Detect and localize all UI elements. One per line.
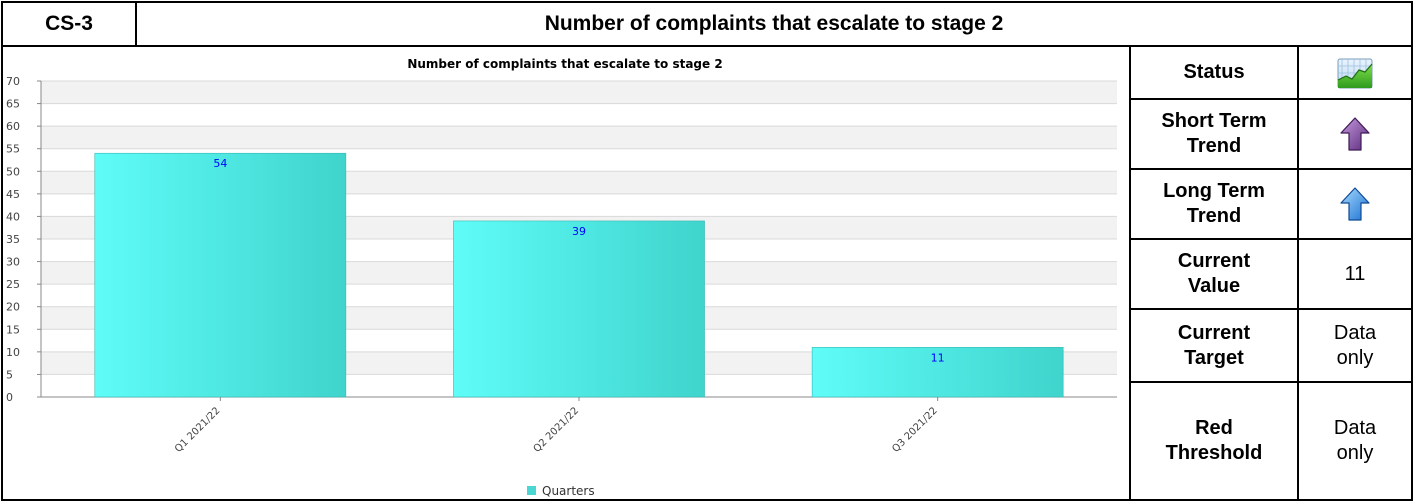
x-axis-ticks: Q1 2021/22 Q2 2021/22 Q3 2021/22 [173,397,940,455]
y-tick-label: 65 [6,98,20,111]
legend: Quarters [527,484,595,498]
chart-area: 0 5 10 15 20 25 30 35 40 45 50 55 60 65 70 54 39 11 Q1 2… [3,47,1131,499]
y-tick-label: 30 [6,256,20,269]
bar [453,220,705,398]
red-threshold-label: Red Threshold [1131,383,1299,499]
kpi-side-table: Status [1131,47,1411,499]
status-value [1299,47,1411,98]
long-term-trend-value [1299,170,1411,238]
status-chart-icon [1337,58,1373,88]
short-term-trend-value [1299,100,1411,168]
short-term-label-line-1: Short Term [1161,110,1267,132]
legend-label: Quarters [542,484,595,498]
purple-up-arrow-icon [1340,117,1370,151]
x-tick-label: Q1 2021/22 [173,405,222,454]
bar-value-label: 54 [213,157,227,170]
long-term-trend-label: Long Term Trend [1131,170,1299,238]
x-tick-label: Q3 2021/22 [890,405,939,454]
current-target-label: Current Target [1131,310,1299,381]
kpi-title: Number of complaints that escalate to st… [137,3,1411,47]
bar-value-label: 11 [931,351,945,364]
current-target-value-line-1: Data [1333,321,1377,344]
short-term-label-line-2: Trend [1186,135,1242,157]
bar [94,152,347,398]
y-tick-label: 60 [6,120,20,133]
bar-chart: 0 5 10 15 20 25 30 35 40 45 50 55 60 65 70 54 39 11 Q1 2… [6,57,1117,498]
current-value: 11 [1344,262,1366,285]
current-target-row: Current Target Data only [1131,310,1411,383]
long-term-label-line-2: Trend [1186,205,1242,227]
y-tick-label: 15 [6,323,20,336]
y-tick-label: 10 [6,346,20,359]
short-term-trend-label: Short Term Trend [1131,100,1299,168]
bar-value-label: 39 [572,225,586,238]
y-tick-label: 40 [6,210,20,223]
red-threshold-value-line-1: Data [1333,417,1377,439]
red-threshold-label-line-1: Red [1195,417,1233,439]
y-tick-label: 45 [6,188,20,201]
bars: 54 39 11 [94,152,1064,398]
bar [811,347,1064,398]
y-tick-label: 20 [6,301,20,314]
current-target-label-line-1: Current [1177,321,1251,344]
plot-band [41,81,1117,104]
y-tick-label: 35 [6,233,20,246]
current-value-label: Current Value [1131,240,1299,308]
y-axis-ticks: 0 5 10 15 20 25 30 35 40 45 50 55 60 65 70 [6,75,41,404]
y-tick-label: 0 [6,391,13,404]
red-threshold-label-line-2: Threshold [1165,442,1263,464]
x-tick-label: Q2 2021/22 [532,405,581,454]
legend-swatch [527,486,536,495]
chart-title: Number of complaints that escalate to st… [407,57,722,71]
current-target-value: Data only [1299,310,1411,381]
long-term-label-line-1: Long Term [1163,180,1265,202]
long-term-trend-row: Long Term Trend [1131,170,1411,240]
plot-band [41,103,1117,127]
y-tick-label: 50 [6,165,20,178]
current-value-row: Current Value 11 [1131,240,1411,310]
y-tick-label: 55 [6,143,20,156]
short-term-trend-row: Short Term Trend [1131,100,1411,170]
status-label: Status [1131,47,1299,98]
current-value-label-line-2: Value [1187,275,1241,297]
y-tick-label: 70 [6,75,20,88]
kpi-code: CS-3 [3,3,137,47]
status-row: Status [1131,47,1411,100]
current-target-value-line-2: only [1336,346,1374,369]
red-threshold-value: Data only [1299,383,1411,499]
red-threshold-value-line-2: only [1336,442,1374,464]
plot-band [41,126,1117,149]
y-tick-label: 5 [6,368,13,381]
current-target-label-line-2: Target [1184,346,1244,369]
red-threshold-row: Red Threshold Data only [1131,383,1411,499]
blue-up-arrow-icon [1340,187,1370,221]
current-value-label-line-1: Current [1177,250,1251,272]
y-tick-label: 25 [6,278,20,291]
